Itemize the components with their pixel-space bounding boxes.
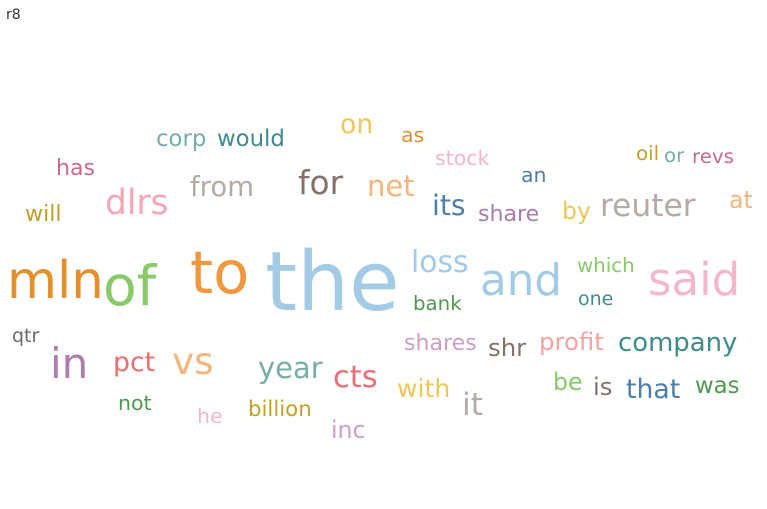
word-has: has: [56, 155, 95, 181]
word-to: to: [190, 238, 249, 307]
word-with: with: [397, 374, 450, 403]
word-dlrs: dlrs: [105, 183, 168, 223]
word-inc: inc: [331, 416, 365, 444]
word-on: on: [340, 109, 373, 140]
word-which: which: [577, 254, 635, 277]
word-at: at: [729, 186, 753, 214]
word-would: would: [217, 126, 285, 152]
word-the: the: [265, 235, 400, 330]
word-mln: mln: [7, 251, 104, 311]
word-share: share: [478, 201, 539, 227]
word-will: will: [25, 201, 62, 227]
word-vs: vs: [172, 339, 214, 383]
word-one: one: [578, 288, 613, 310]
word-year: year: [258, 351, 323, 385]
word-be: be: [553, 368, 583, 396]
word-profit: profit: [539, 327, 604, 356]
word-was: was: [695, 373, 740, 399]
word-reuter: reuter: [600, 188, 696, 224]
word-for: for: [298, 164, 344, 202]
word-by: by: [562, 197, 591, 225]
word-that: that: [626, 374, 680, 405]
word-billion: billion: [248, 397, 312, 422]
word-an: an: [521, 163, 547, 187]
word-it: it: [462, 387, 483, 423]
word-of: of: [103, 254, 158, 318]
chart-title: r8: [6, 7, 21, 23]
word-in: in: [50, 339, 88, 388]
word-net: net: [367, 169, 415, 203]
word-from: from: [190, 171, 254, 203]
word-or: or: [664, 144, 685, 167]
word-said: said: [648, 253, 740, 306]
word-pct: pct: [113, 347, 155, 378]
word-oil: oil: [636, 142, 659, 165]
word-qtr: qtr: [12, 325, 40, 347]
word-revs: revs: [692, 145, 734, 168]
word-not: not: [118, 391, 152, 415]
word-bank: bank: [413, 292, 462, 315]
word-its: its: [432, 189, 466, 222]
word-cts: cts: [333, 360, 378, 395]
word-company: company: [618, 328, 737, 358]
word-as: as: [401, 123, 424, 147]
word-shr: shr: [488, 333, 527, 362]
word-loss: loss: [411, 245, 469, 280]
word-corp: corp: [156, 126, 206, 152]
word-is: is: [593, 372, 612, 401]
word-and: and: [480, 256, 562, 306]
word-stock: stock: [435, 146, 490, 170]
word-shares: shares: [404, 330, 477, 356]
word-he: he: [197, 404, 223, 428]
